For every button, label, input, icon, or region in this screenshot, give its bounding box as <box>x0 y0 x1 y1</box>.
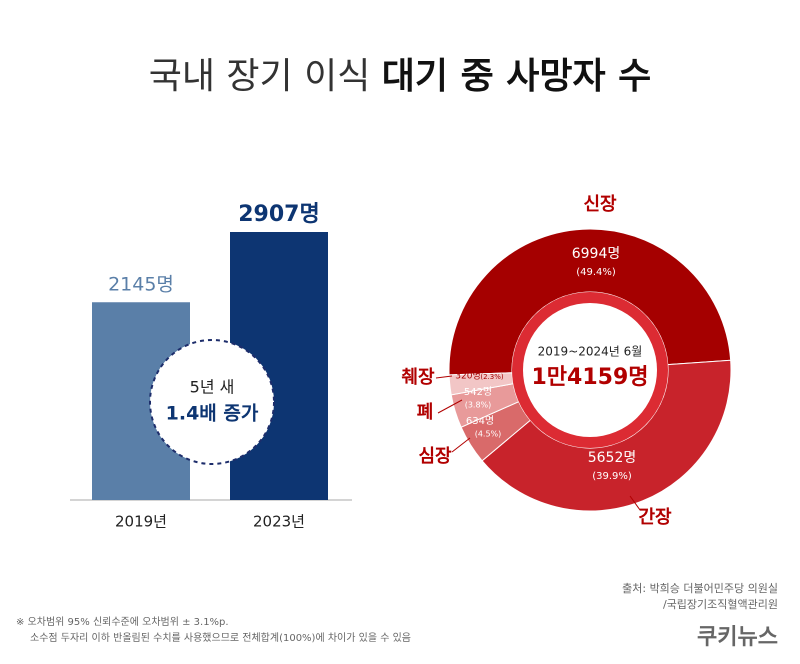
annotation: 1.4배 증가 <box>166 403 259 425</box>
source: /국립장기조직혈액관리원 <box>663 597 778 611</box>
title-light: 국내 장기 이식 <box>149 56 371 97</box>
center-text: 2019~2024년 6월 <box>538 345 643 359</box>
category-label: 폐 <box>417 402 434 423</box>
value-label: 320명 <box>455 371 480 382</box>
title-bold: 대기 중 사망자 수 <box>382 56 651 97</box>
category-label: 2023년 <box>253 513 305 531</box>
note: 소수점 두자리 이하 반올림된 수치를 사용했으므로 전체합계(100%)에 차… <box>30 631 411 644</box>
category-label: 췌장 <box>401 367 435 388</box>
percentage-label: (3.8%) <box>465 401 492 410</box>
percentage-label: (39.9%) <box>592 471 632 482</box>
value-label: 634명 <box>466 415 494 427</box>
value-label: 2145명 <box>108 274 174 296</box>
total-label: 1만4159명 <box>531 365 648 390</box>
value-label: 6994명 <box>572 246 621 262</box>
leader <box>629 495 641 511</box>
percentage-label: (49.4%) <box>576 267 616 278</box>
source: 출처: 박희승 더불어민주당 의원실 <box>622 582 778 595</box>
annotation: 5년 새 <box>190 378 235 397</box>
note: ※ 오차범위 95% 신뢰수준에 오차범위 ± 3.1%p. <box>16 615 229 628</box>
donut-segment <box>448 228 732 376</box>
value-label: 542명 <box>464 386 492 398</box>
percentage-label: (4.5%) <box>475 430 502 439</box>
value-label: 5652명 <box>588 450 637 466</box>
title: 국내 장기 이식 대기 중 사망자 수 <box>149 56 652 97</box>
category-label: 간장 <box>638 507 672 528</box>
value-label: 2907명 <box>238 202 319 227</box>
donut-chart: 2019~2024년 6월 1만4159명 신장 6994명 (49.4%) 간장 5652… <box>401 194 732 528</box>
category-label: 심장 <box>418 446 452 467</box>
annotation-circle <box>149 339 275 465</box>
leader <box>435 375 453 379</box>
center-disc <box>523 303 657 437</box>
category-label: 신장 <box>583 194 617 215</box>
category-label: 2019년 <box>115 513 167 531</box>
leader <box>437 399 463 414</box>
bar-chart: 2145명 2019년 2907명 2023년 5년 새 1.4배 증가 <box>70 202 352 531</box>
logo: 쿠키뉴스 <box>697 625 778 650</box>
percentage-label: (2.3%) <box>480 373 504 381</box>
leader <box>451 437 471 453</box>
